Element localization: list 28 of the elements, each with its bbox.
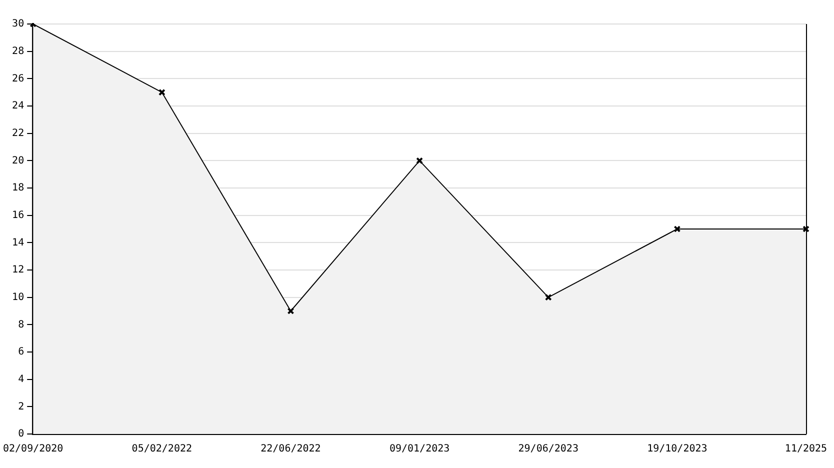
point (674, 226, 681, 232)
y-tick-label: 10 (12, 292, 24, 303)
x-tick-label: 29/06/2023 (518, 444, 578, 455)
y-tick-label: 16 (12, 210, 24, 221)
x-tick-label: 02/09/2020 (2, 444, 64, 455)
x-tick-label: 11/2025 (784, 444, 828, 455)
y-tick-label: 14 (12, 237, 24, 248)
point (158, 88, 166, 96)
y-tick-label: 8 (18, 319, 24, 330)
y-tick-label: 26 (12, 73, 24, 84)
y-tick-label: 22 (12, 128, 24, 139)
y-tick-label: 6 (18, 346, 24, 358)
y-tick-label: 18 (12, 182, 24, 194)
y-tick-label: 28 (12, 46, 24, 57)
y-tick-label: 2 (18, 401, 24, 412)
y-tick-label: 12 (12, 264, 24, 276)
y-tick-label: 4 (18, 374, 24, 385)
y-tick-label: 24 (12, 100, 24, 112)
x-tick-label: 05/02/2022 (132, 444, 192, 455)
x-tick-label: 19/10/2023 (647, 444, 708, 455)
x-tick-label: 22/06/2022 (260, 444, 321, 455)
x-tick-label: 09/01/2023 (389, 444, 450, 455)
y-tick-label: 0 (18, 428, 24, 440)
point (287, 308, 294, 314)
y-tick-label: 30 (12, 18, 24, 30)
point (416, 157, 424, 164)
y-tick-label: 20 (12, 155, 24, 166)
point (544, 294, 552, 301)
